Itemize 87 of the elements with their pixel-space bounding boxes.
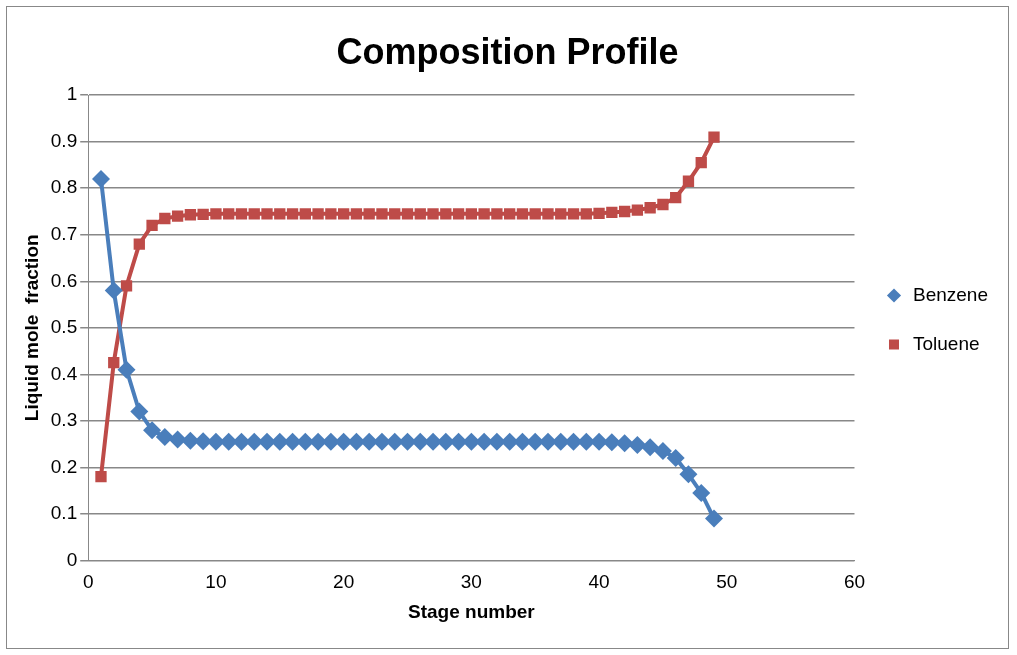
- y-tick-label: 0.1: [50, 502, 78, 524]
- point: [440, 208, 452, 220]
- point: [657, 198, 669, 211]
- point: [261, 208, 273, 220]
- y-tick-label: 0.2: [50, 455, 78, 477]
- point: [299, 208, 311, 220]
- point: [146, 219, 158, 232]
- x-tick-label: 20: [333, 571, 355, 593]
- point: [168, 430, 187, 449]
- y-tick-label: 0.7: [50, 222, 78, 244]
- x-tick-label: 50: [716, 571, 738, 593]
- point: [223, 208, 235, 220]
- y-tick-label: 0.4: [50, 362, 78, 384]
- y-tick-label: 0.3: [50, 409, 78, 431]
- point: [95, 471, 107, 483]
- point: [491, 208, 503, 220]
- y-tick-label: 0: [66, 548, 78, 570]
- point: [580, 208, 592, 220]
- point: [337, 208, 350, 220]
- x-tick-label: 0: [82, 571, 94, 593]
- x-tick-label: 60: [843, 571, 866, 593]
- legend-label: Benzene: [912, 283, 989, 305]
- point: [133, 238, 145, 250]
- point: [155, 428, 174, 447]
- point: [184, 209, 197, 221]
- point: [695, 157, 707, 169]
- point: [478, 208, 490, 220]
- point: [350, 208, 363, 220]
- point: [555, 208, 567, 220]
- point: [274, 208, 286, 220]
- point: [666, 449, 685, 468]
- point: [312, 208, 324, 220]
- y-tick-label: 0.6: [50, 269, 78, 291]
- point: [542, 208, 554, 220]
- point: [210, 208, 222, 220]
- point: [692, 483, 711, 502]
- point: [465, 208, 478, 220]
- x-axis-title: Stage number: [408, 600, 536, 622]
- point: [286, 208, 299, 220]
- point: [593, 207, 605, 220]
- point: [171, 210, 184, 222]
- point: [427, 208, 439, 220]
- point: [401, 208, 414, 220]
- y-tick-label: 1: [66, 83, 78, 105]
- point: [682, 175, 695, 187]
- point: [618, 205, 631, 218]
- point: [108, 357, 120, 369]
- point: [452, 208, 465, 220]
- point: [567, 208, 580, 220]
- point: [516, 208, 529, 220]
- point: [248, 208, 260, 220]
- legend-label: Toluene: [912, 332, 980, 354]
- point: [644, 202, 656, 214]
- y-axis-title: Liquid mole fraction: [20, 234, 42, 422]
- point: [143, 421, 162, 440]
- point: [389, 208, 401, 220]
- point: [641, 438, 660, 457]
- point: [197, 208, 209, 220]
- point: [91, 169, 110, 188]
- point: [376, 208, 388, 220]
- x-tick-label: 40: [588, 571, 610, 593]
- point: [606, 206, 618, 219]
- x-tick-label: 30: [460, 571, 482, 593]
- point: [117, 360, 136, 379]
- x-tick-label: 10: [205, 571, 227, 593]
- point: [670, 191, 682, 204]
- point: [529, 208, 541, 220]
- point: [159, 212, 171, 225]
- point: [615, 434, 634, 453]
- point: [653, 442, 672, 461]
- point: [363, 208, 375, 220]
- point: [628, 436, 647, 455]
- point: [235, 208, 248, 220]
- point: [631, 204, 644, 216]
- point: [414, 208, 426, 220]
- point: [708, 131, 720, 143]
- point: [705, 509, 724, 528]
- y-tick-label: 0.8: [50, 176, 78, 198]
- point: [120, 280, 133, 292]
- chart-title: Composition Profile: [336, 30, 679, 72]
- y-tick-label: 0.5: [50, 316, 78, 338]
- y-tick-label: 0.9: [50, 129, 78, 151]
- point: [325, 208, 337, 220]
- point: [679, 465, 698, 484]
- point: [504, 208, 516, 220]
- point: [104, 281, 123, 300]
- point: [130, 402, 149, 421]
